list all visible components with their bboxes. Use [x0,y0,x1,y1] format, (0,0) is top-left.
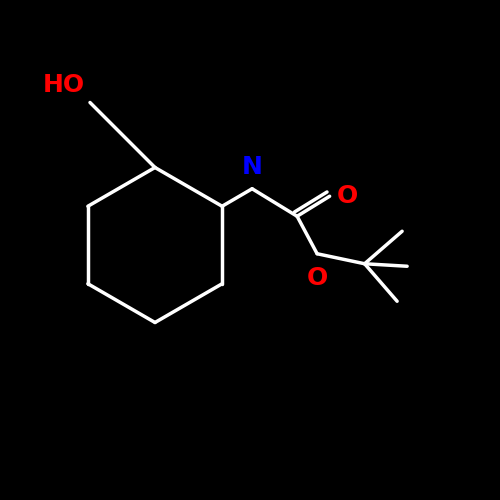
Text: HO: HO [43,74,85,98]
Text: O: O [306,266,328,290]
Text: O: O [337,184,358,208]
Text: N: N [242,154,262,178]
